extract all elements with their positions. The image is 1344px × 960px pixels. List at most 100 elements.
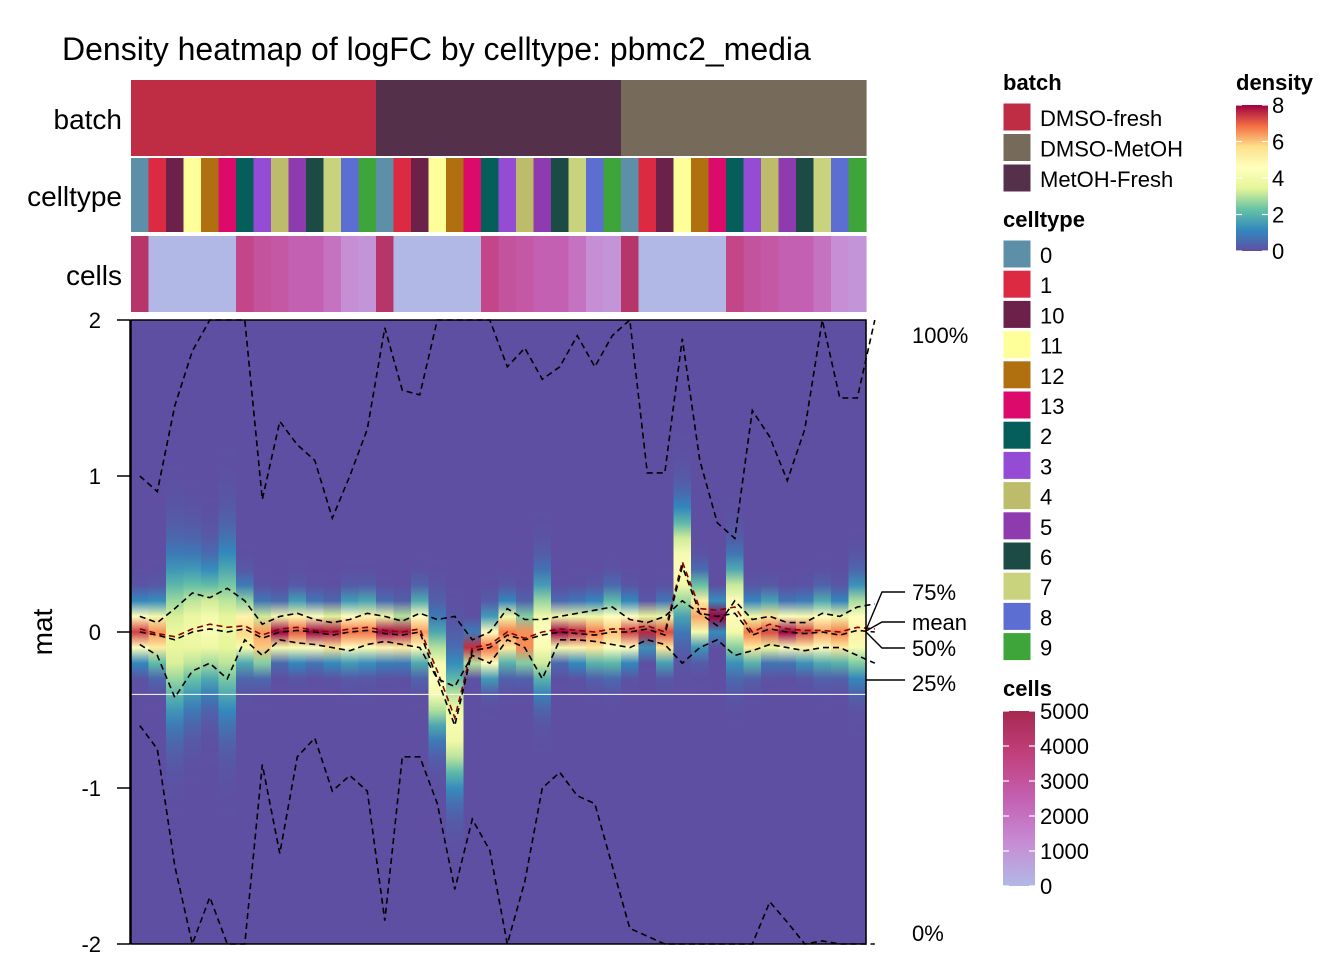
chart-title: Density heatmap of logFC by celltype: pb…	[62, 31, 811, 67]
density-column	[796, 320, 815, 944]
density-column	[673, 320, 692, 944]
batch-cell	[533, 80, 552, 156]
celltype-legend-swatch	[1002, 239, 1032, 269]
celltype-legend-label: 7	[1040, 575, 1052, 600]
cells-cell	[166, 236, 185, 312]
batch-cell	[638, 80, 657, 156]
batch-cell	[131, 80, 150, 156]
celltype-cell	[638, 158, 657, 232]
density-column	[166, 320, 185, 944]
batch-legend: batch DMSO-fresh DMSO-MetOH MetOH-Fresh	[1002, 70, 1183, 193]
density-column	[708, 320, 727, 944]
cells-cell	[271, 236, 290, 312]
celltype-legend-swatch	[1002, 360, 1032, 390]
celltype-legend-label: 2	[1040, 424, 1052, 449]
cells-cell	[393, 236, 412, 312]
batch-cell	[411, 80, 430, 156]
batch-cell	[691, 80, 710, 156]
batch-cell	[323, 80, 342, 156]
celltype-legend-label: 3	[1040, 454, 1052, 479]
cells-cell	[813, 236, 832, 312]
y-tick-label: -2	[81, 932, 101, 957]
batch-cell	[726, 80, 745, 156]
celltype-cell	[236, 158, 255, 232]
celltype-cell	[691, 158, 710, 232]
celltype-legend-label: 1	[1040, 273, 1052, 298]
celltype-legend-title: celltype	[1003, 207, 1085, 232]
celltype-cell	[166, 158, 185, 232]
cells-annotation-label: cells	[66, 260, 122, 291]
celltype-legend-swatch	[1002, 601, 1032, 631]
batch-cell	[393, 80, 412, 156]
cells-cell	[376, 236, 395, 312]
celltype-cell	[551, 158, 570, 232]
cells-cell	[743, 236, 762, 312]
cells-cell	[481, 236, 500, 312]
cells-cell	[708, 236, 727, 312]
batch-cell	[481, 80, 500, 156]
celltype-legend-label: 12	[1040, 364, 1064, 389]
cells-tick-label: 0	[1040, 874, 1052, 899]
cells-cell	[761, 236, 780, 312]
celltype-legend-label: 13	[1040, 394, 1064, 419]
celltype-cell	[603, 158, 622, 232]
cells-cell	[183, 236, 202, 312]
cells-tick-label: 5000	[1040, 699, 1089, 724]
cells-tick-label: 4000	[1040, 734, 1089, 759]
batch-cell	[428, 80, 447, 156]
celltype-cell	[656, 158, 675, 232]
celltype-legend-swatch	[1002, 269, 1032, 299]
cells-cell	[218, 236, 237, 312]
cells-cell	[341, 236, 360, 312]
y-axis: -2 -1 0 1 2	[81, 308, 131, 957]
batch-cell	[376, 80, 395, 156]
batch-cell	[236, 80, 255, 156]
celltype-legend-swatch	[1002, 511, 1032, 541]
batch-cell	[813, 80, 832, 156]
batch-cell	[743, 80, 762, 156]
cells-cell	[586, 236, 605, 312]
celltype-legend-label: 6	[1040, 545, 1052, 570]
batch-cell	[446, 80, 465, 156]
quantile-line-100pct	[139, 318, 876, 540]
cells-cell	[236, 236, 255, 312]
batch-cell	[358, 80, 377, 156]
batch-cell	[673, 80, 692, 156]
cells-cell	[323, 236, 342, 312]
density-column	[271, 320, 290, 944]
cells-cell	[638, 236, 657, 312]
cells-cell	[551, 236, 570, 312]
quantile-label: mean	[912, 610, 967, 635]
y-tick-label: -1	[81, 776, 101, 801]
celltype-cell	[271, 158, 290, 232]
density-tick-label: 6	[1272, 130, 1284, 155]
celltype-legend-label: 0	[1040, 243, 1052, 268]
quantile-line-50pct	[139, 563, 875, 729]
cells-cell	[726, 236, 745, 312]
celltype-cell	[253, 158, 272, 232]
y-tick-label: 0	[89, 620, 101, 645]
density-legend-title: density	[1236, 70, 1314, 95]
cells-legend-title: cells	[1003, 676, 1052, 701]
batch-cell	[848, 80, 867, 156]
density-column	[691, 320, 710, 944]
quantile-line-25pct	[139, 638, 876, 700]
density-legend: density 8 6 4 2 0	[1236, 70, 1314, 264]
cells-cell	[428, 236, 447, 312]
cells-colorbar	[1003, 711, 1035, 886]
cells-cell	[148, 236, 167, 312]
celltype-cell	[341, 158, 360, 232]
celltype-cell	[463, 158, 482, 232]
celltype-cell	[708, 158, 727, 232]
batch-cell	[656, 80, 675, 156]
celltype-cell	[796, 158, 815, 232]
quantile-line-75pct	[139, 587, 875, 641]
celltype-legend-swatch	[1002, 571, 1032, 601]
cells-cell	[306, 236, 325, 312]
batch-legend-title: batch	[1003, 70, 1062, 95]
celltype-cell	[288, 158, 307, 232]
batch-cell	[498, 80, 517, 156]
connector-75	[865, 591, 905, 631]
celltype-legend-label: 9	[1040, 636, 1052, 661]
